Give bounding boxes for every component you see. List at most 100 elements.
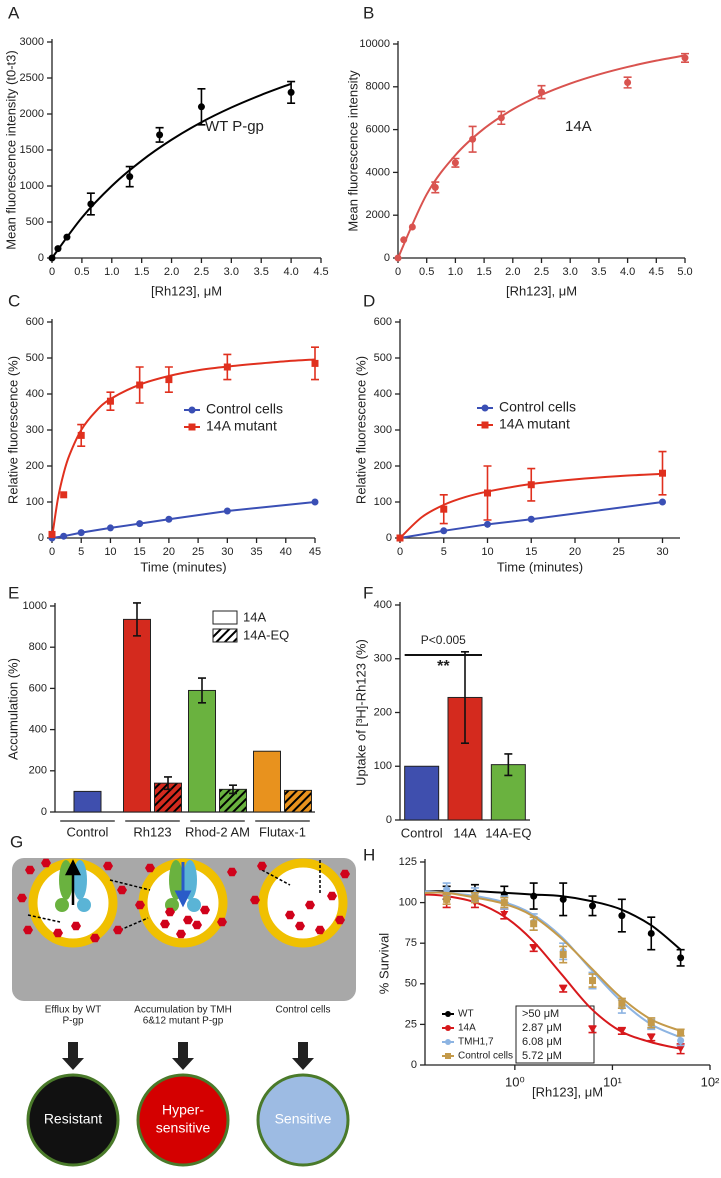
legend-swatch	[481, 404, 489, 412]
y-tick-label: 200	[29, 765, 47, 777]
marker	[617, 1027, 626, 1035]
x-tick-label: 2.5	[194, 266, 209, 278]
marker	[484, 520, 491, 528]
drug-molecule	[25, 865, 35, 875]
legend-label: TMH1,7	[458, 1037, 494, 1048]
panel-letter: H	[363, 845, 375, 864]
marker	[54, 245, 62, 253]
y-tick-label: 2000	[366, 209, 390, 221]
marker	[588, 1026, 597, 1034]
down-arrow	[62, 1042, 84, 1070]
legend-ic50: 2.87 μM	[522, 1022, 562, 1034]
panel-letter: E	[8, 583, 19, 602]
error-bar	[198, 677, 206, 704]
drug-molecule	[165, 907, 175, 917]
drug-molecule	[305, 900, 315, 910]
marker	[647, 1019, 655, 1027]
y-tick-label: 25	[405, 1018, 417, 1030]
fit-curve	[424, 893, 681, 1050]
bar	[73, 790, 102, 813]
y-tick-label: 500	[26, 352, 44, 364]
marker	[681, 54, 689, 62]
marker	[618, 999, 626, 1007]
marker	[659, 498, 666, 506]
y-tick-label: 1000	[23, 600, 47, 612]
y-tick-label: 0	[384, 252, 390, 264]
drug-molecule	[71, 921, 81, 931]
x-tick-label: 20	[163, 546, 175, 558]
marker	[106, 524, 114, 532]
legend-ic50: 6.08 μM	[522, 1036, 562, 1048]
y-tick-label: 400	[29, 724, 47, 736]
y-axis-label: Uptake of [³H]-Rh123 (%)	[353, 639, 368, 786]
drug-molecule	[145, 863, 155, 873]
y-tick-label: 50	[405, 978, 417, 990]
drug-molecule	[217, 917, 227, 927]
x-tick-label: 1.5	[476, 266, 491, 278]
x-tick-label: 5.0	[677, 266, 692, 278]
x-tick-label: 45	[309, 546, 321, 558]
y-tick-label: 600	[26, 316, 44, 328]
panel-letter: A	[8, 3, 20, 22]
y-axis-label: Relative fluorescence (%)	[5, 356, 20, 504]
marker	[677, 954, 685, 962]
y-tick-label: 100	[374, 760, 392, 772]
marker	[287, 88, 295, 96]
marker	[223, 507, 231, 515]
x-tick-label: 3.0	[224, 266, 239, 278]
marker	[589, 902, 597, 910]
marker	[676, 1045, 685, 1053]
drug-molecule	[41, 858, 51, 868]
drug-molecule	[160, 919, 170, 929]
drug-molecule	[200, 905, 210, 915]
y-tick-label: 300	[374, 424, 392, 436]
marker	[443, 886, 451, 894]
y-tick-label: 300	[26, 424, 44, 436]
marker	[440, 527, 448, 535]
drug-molecule	[340, 869, 350, 879]
legend-label: Control cells	[458, 1051, 513, 1062]
marker	[60, 532, 68, 540]
marker	[431, 183, 439, 191]
legend-label: 14A mutant	[206, 418, 277, 434]
marker	[677, 1037, 685, 1045]
marker	[311, 359, 319, 367]
x-tick-label: 10⁰	[505, 1074, 525, 1089]
x-tick-label: 4.5	[313, 266, 328, 278]
panel-letter: G	[10, 832, 23, 851]
marker	[529, 945, 538, 953]
marker	[530, 892, 538, 900]
marker	[60, 491, 68, 499]
y-tick-label: 0	[386, 532, 392, 544]
x-tick-label: 25	[613, 546, 625, 558]
y-tick-label: 200	[374, 706, 392, 718]
diagram: G Efflux by WT P-gp Accumulation by TMH …	[10, 832, 356, 1167]
marker	[136, 520, 144, 528]
x-tick-label: 3.5	[591, 266, 606, 278]
y-axis-label: Accumulation (%)	[5, 658, 20, 760]
y-tick-label: 600	[374, 316, 392, 328]
y-tick-label: 100	[26, 496, 44, 508]
drug-molecule	[117, 885, 127, 895]
y-tick-label: 2500	[20, 72, 44, 84]
x-tick-label: 2.0	[505, 266, 520, 278]
drug-molecule	[23, 925, 33, 935]
drug-molecule	[285, 910, 295, 920]
marker	[156, 131, 164, 139]
y-tick-label: 1000	[20, 180, 44, 192]
x-tick-label: 15	[525, 546, 537, 558]
x-tick-label: 2.0	[164, 266, 179, 278]
marker	[394, 254, 402, 262]
x-tick-label: 1.0	[104, 266, 119, 278]
outcome-label: Resistant	[44, 1111, 102, 1127]
marker	[440, 505, 448, 513]
y-tick-label: 10000	[359, 38, 390, 50]
bar	[123, 618, 151, 813]
marker	[106, 397, 114, 405]
marker	[48, 530, 56, 538]
error-bar	[461, 650, 469, 744]
drug-molecule	[103, 861, 113, 871]
marker	[48, 254, 56, 262]
marker	[559, 951, 567, 959]
